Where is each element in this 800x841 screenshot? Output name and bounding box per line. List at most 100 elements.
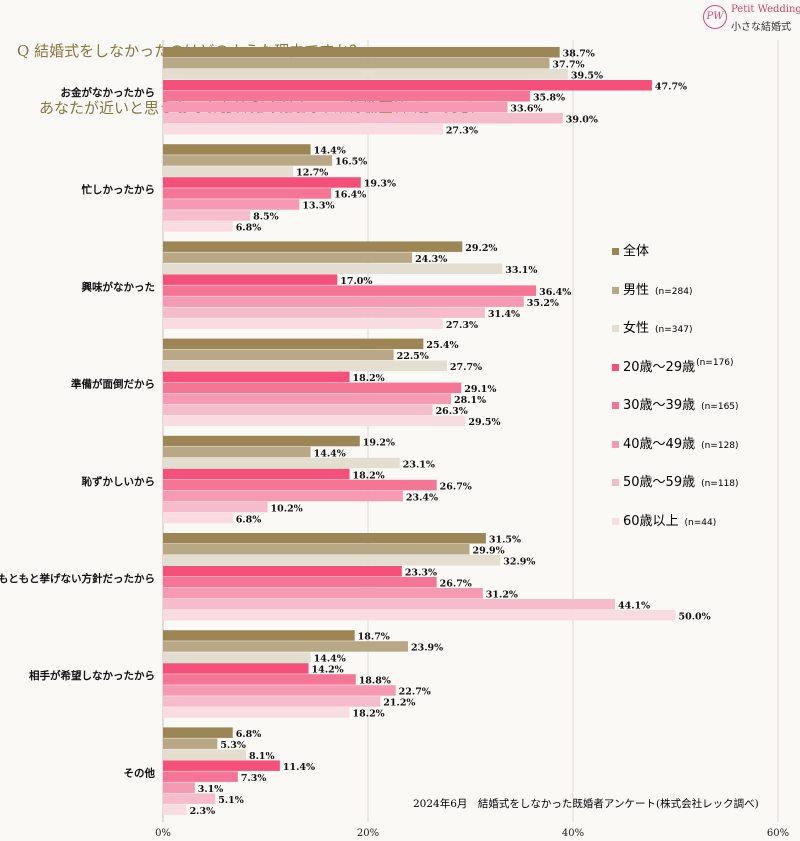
legend-swatch-icon (612, 325, 619, 332)
data-label: 17.0% (340, 276, 372, 287)
bar (163, 707, 350, 718)
data-label: 29.1% (464, 384, 496, 395)
data-label: 18.2% (353, 709, 385, 720)
bar (163, 446, 311, 458)
data-label: 14.2% (312, 665, 344, 676)
legend-label: 40歳〜49歳 (623, 436, 696, 452)
category-label: 相手が希望しなかったから (29, 669, 155, 682)
bar (163, 155, 333, 166)
logo-name-jp: 小さな結婚式 (731, 22, 791, 33)
data-label: 26.7% (440, 481, 472, 492)
data-label: 29.5% (468, 417, 500, 428)
bar (163, 599, 616, 610)
category-label: 恥ずかしいから (82, 475, 156, 488)
data-label: 13.3% (302, 201, 334, 212)
legend-item: 女性 (n=347) (612, 317, 692, 336)
category-label: お金がなかったから (61, 86, 156, 99)
bar (163, 738, 218, 749)
legend-swatch-icon (612, 440, 619, 448)
bar (163, 555, 501, 566)
bar (163, 663, 309, 674)
legend-item: 20歳〜29歳(n=176) (612, 356, 734, 375)
data-label: 33.6% (510, 104, 542, 115)
bar (163, 360, 447, 372)
data-label: 21.2% (383, 698, 415, 709)
bar (163, 58, 550, 69)
legend-sample-size: (n=347) (655, 325, 693, 335)
bar (163, 307, 485, 318)
bar (163, 274, 338, 285)
data-label: 18.8% (359, 676, 391, 687)
data-label: 39.5% (571, 71, 603, 82)
data-label: 18.7% (358, 632, 390, 643)
legend-swatch-icon (612, 517, 619, 525)
bar (163, 371, 350, 383)
bar (163, 804, 187, 815)
data-label: 27.3% (446, 320, 478, 331)
bar (163, 652, 311, 663)
bar (163, 69, 568, 80)
x-tick-label: 40% (562, 828, 584, 839)
bar (163, 124, 443, 135)
data-label: 16.5% (335, 157, 367, 168)
logo-name-en: Petit Wedding (731, 4, 800, 15)
bar (163, 166, 294, 177)
bar (163, 685, 396, 696)
bar (163, 296, 524, 307)
bar (163, 102, 508, 113)
data-label: 12.7% (296, 168, 328, 179)
category-label: 興味がなかった (82, 280, 156, 293)
bar (163, 457, 400, 469)
bar (163, 263, 503, 274)
bar (163, 435, 360, 447)
bar (163, 349, 394, 361)
data-label: 31.5% (489, 535, 521, 546)
bar (163, 782, 195, 793)
bar (163, 199, 300, 210)
data-label: 11.4% (283, 762, 315, 773)
data-label: 32.9% (503, 557, 535, 568)
data-label: 26.3% (436, 406, 468, 417)
legend-item: 60歳以上 (n=44) (612, 510, 716, 529)
data-label: 27.3% (446, 126, 478, 137)
legend-label: 20歳〜29歳 (623, 359, 696, 375)
bar (163, 749, 247, 760)
bar (163, 727, 233, 738)
data-label: 50.0% (679, 612, 711, 623)
bar (163, 490, 403, 502)
data-label: 23.9% (411, 643, 443, 654)
bar (163, 91, 530, 102)
data-label: 8.1% (249, 751, 275, 762)
data-label: 2.3% (190, 806, 216, 817)
data-label: 26.7% (440, 579, 472, 590)
bar (163, 501, 268, 513)
data-label: 19.2% (363, 437, 395, 448)
bar (163, 512, 233, 524)
legend-sample-size: (n=284) (655, 286, 693, 297)
data-label: 23.3% (405, 568, 437, 579)
legend-swatch-icon (612, 286, 619, 294)
data-label: 23.4% (406, 492, 438, 503)
x-tick-label: 60% (767, 828, 789, 839)
data-label: 16.4% (334, 190, 366, 201)
data-label: 5.1% (218, 795, 244, 806)
data-label: 35.2% (527, 298, 559, 309)
bar (163, 285, 537, 296)
data-label: 18.2% (353, 373, 385, 384)
data-label: 10.2% (271, 503, 303, 514)
bar (163, 404, 433, 416)
bar (163, 221, 233, 232)
bar (163, 210, 251, 221)
bar (163, 241, 463, 252)
data-label: 31.4% (488, 309, 520, 320)
bar (163, 415, 466, 427)
data-label: 38.7% (563, 49, 595, 60)
legend-item: 30歳〜39歳 (n=165) (612, 394, 739, 413)
data-label: 19.3% (364, 179, 396, 190)
data-label: 14.4% (314, 654, 346, 665)
bar (163, 144, 311, 155)
data-label: 36.4% (539, 287, 571, 298)
legend-swatch-icon (612, 248, 619, 255)
legend-swatch-icon (612, 479, 619, 486)
data-label: 3.1% (198, 784, 224, 795)
